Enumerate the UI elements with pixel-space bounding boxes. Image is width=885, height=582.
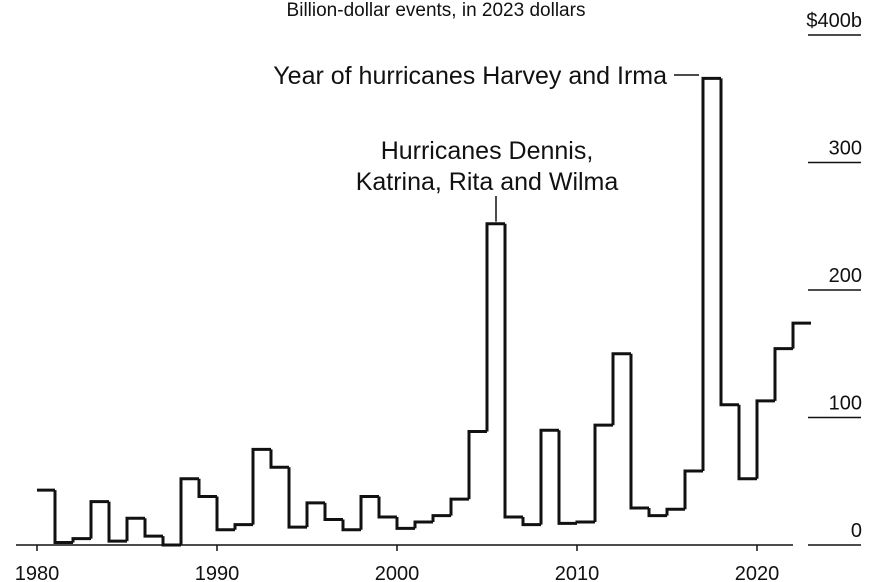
step-segment-2012: [611, 352, 631, 426]
step-segment-2007: [521, 516, 541, 527]
step-segment-1994: [287, 467, 307, 529]
x-tick-label-1980: 1980: [15, 563, 60, 582]
step-segment-2004: [467, 430, 487, 500]
step-segment-2017: [701, 76, 721, 472]
step-segment-1982: [71, 537, 91, 543]
step-segment-2003: [449, 497, 469, 516]
step-segment-1986: [143, 518, 163, 538]
chart-subtitle-wrap: Billion-dollar events, in 2023 dollars: [0, 0, 885, 24]
step-segment-2006: [503, 223, 523, 519]
step-segment-2002: [431, 514, 451, 523]
x-tick-label-2000: 2000: [375, 563, 420, 582]
step-segment-1988: [179, 477, 199, 545]
step-segment-2009: [557, 430, 577, 525]
step-segment-1997: [341, 519, 361, 532]
step-segment-2010: [575, 520, 595, 524]
step-segment-1989: [197, 478, 217, 499]
annotation-2005-line-1: Hurricanes Dennis,: [381, 137, 594, 165]
step-segment-2014: [647, 508, 667, 518]
y-tick-label-200: 200: [829, 265, 862, 287]
step-segment-2020: [755, 399, 775, 479]
x-tick-label-2020: 2020: [735, 563, 780, 582]
step-segment-1981: [53, 490, 73, 544]
step-segment-1996: [323, 502, 343, 521]
y-tick-label-400: $400b: [806, 10, 862, 32]
step-segment-2015: [665, 507, 685, 516]
step-segment-2018: [719, 78, 739, 407]
chart-subtitle: Billion-dollar events, in 2023 dollars: [286, 0, 586, 21]
step-segment-2001: [413, 520, 433, 529]
step-segment-2008: [539, 428, 559, 525]
annotation-2017-line-1: Year of hurricanes Harvey and Irma: [273, 62, 667, 90]
y-tick-label-300: 300: [829, 138, 862, 160]
step-segment-2011: [593, 423, 613, 523]
step-segment-2005: [485, 222, 505, 432]
step-segment-1985: [125, 516, 145, 542]
step-segment-1998: [359, 495, 379, 530]
step-segment-2016: [683, 469, 703, 510]
x-tick-label-2010: 2010: [555, 563, 600, 582]
series-step-line: [37, 76, 811, 547]
step-segment-2019: [737, 404, 757, 481]
step-segment-1990: [215, 496, 235, 532]
step-segment-1993: [269, 449, 289, 469]
step-segment-2022: [791, 321, 811, 349]
annotation-2005-line-2: Katrina, Rita and Wilma: [356, 168, 619, 196]
step-segment-2021: [773, 347, 793, 401]
step-segment-1987: [161, 536, 181, 547]
step-segment-2013: [629, 353, 649, 510]
step-segment-1992: [251, 447, 271, 525]
step-segment-1984: [107, 501, 127, 543]
y-tick-label-100: 100: [829, 393, 862, 415]
y-tick-label-0: 0: [851, 520, 862, 542]
step-segment-1991: [233, 523, 253, 530]
step-segment-1999: [377, 496, 397, 519]
step-segment-1995: [305, 501, 325, 528]
x-tick-label-1990: 1990: [195, 563, 240, 582]
step-segment-2000: [395, 516, 415, 530]
step-segment-1983: [89, 500, 109, 539]
